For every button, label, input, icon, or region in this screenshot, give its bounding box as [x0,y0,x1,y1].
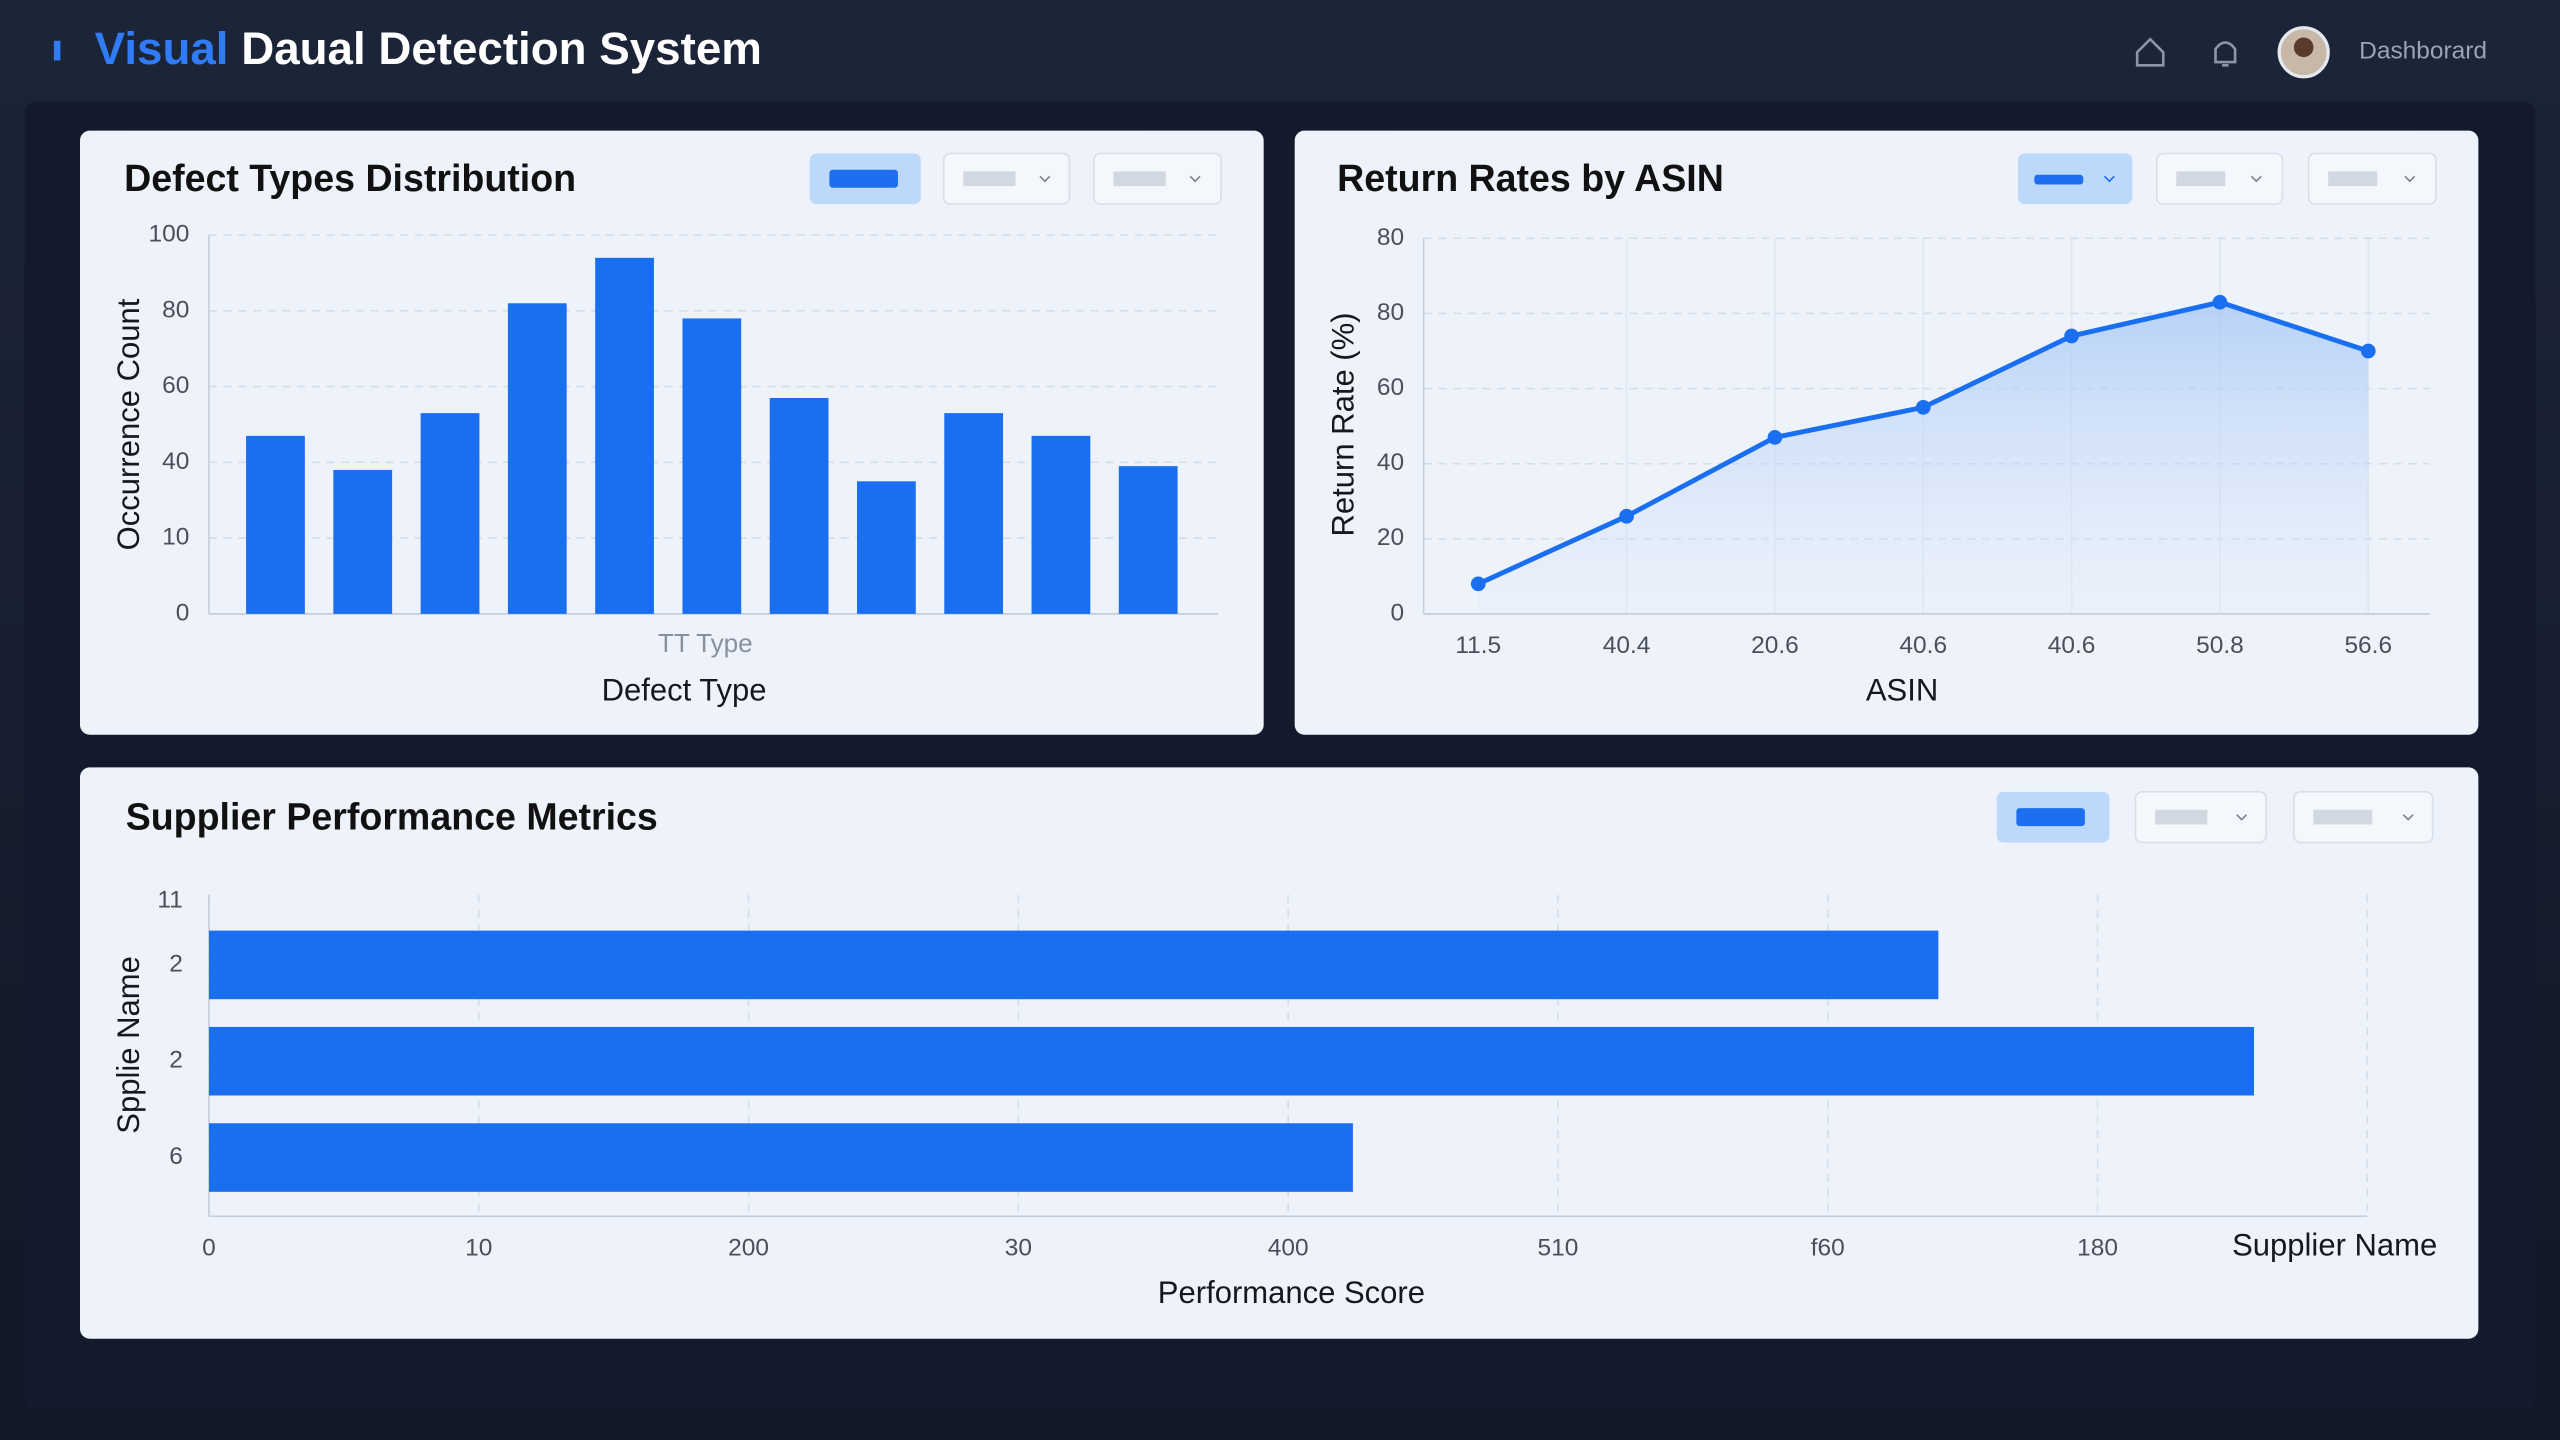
chevron [2103,175,2115,183]
y-tick-label: 100 [149,221,190,248]
x-tick-label: 20.6 [1751,632,1799,659]
y-tick-label: 0 [1390,599,1404,626]
x-tick-label: 400 [1268,1234,1309,1261]
x-tick-label: 0 [202,1234,216,1261]
dropdown-fill [2176,171,2226,187]
chevron [2404,175,2416,183]
chevron [1189,175,1201,183]
x-tick-label: 40.6 [2048,632,2096,659]
y-tick-label: 2 [169,1047,183,1074]
button-fill [2016,808,2085,827]
bar [208,1123,1353,1192]
home-icon[interactable] [2135,37,2165,67]
bar [333,469,393,614]
point [2064,328,2079,344]
point [1915,400,1931,415]
bar [682,318,742,614]
y-tick-label: 60 [1377,374,1404,401]
button-fill [829,169,898,188]
x-tick-label: 56.6 [2344,632,2392,659]
bar [246,435,305,614]
point [1470,576,1486,592]
chevron [2402,814,2414,821]
panel-title: Supplier Performance Metrics [126,796,658,838]
point [1619,508,1634,524]
y-axis-title: Spplie Name [111,956,146,1134]
x-axis-title: Performance Score [1158,1275,1425,1310]
x-annotation: Supplier Name [2232,1228,2437,1263]
point [2360,343,2376,359]
bar [1031,435,1091,614]
y-tick-label: 80 [162,296,189,323]
chevron [2236,814,2248,821]
bell-icon[interactable] [2214,41,2237,67]
bar [595,257,654,614]
x-tick-label: 200 [728,1234,769,1261]
controls [809,152,2437,844]
logo-mark [53,40,61,61]
dropdown-fill [2155,809,2208,825]
dropdown-fill [963,171,1016,187]
y-tick-label: 11 [157,887,182,914]
panel-title: Return Rates by ASIN [1337,157,1724,199]
panel-title: Defect Types Distribution [124,157,576,199]
x-tick-label: 30 [1005,1234,1032,1261]
bar [1118,466,1178,614]
x-axis-title: ASIN [1866,672,1938,707]
y-tick-label: 80 [1377,299,1404,326]
y-tick-label: 80 [1377,224,1404,251]
x-annotation: TT Type [658,628,753,658]
dropdown-fill [2313,809,2373,825]
avatar-face [2293,37,2314,58]
y-axis-title: Return Rate (%) [1325,312,1360,536]
y-tick-label: 20 [1377,524,1404,551]
x-tick-label: 11.5 [1455,632,1501,659]
y-tick-label: 40 [162,448,189,475]
x-tick-label: 510 [1538,1234,1579,1261]
y-tick-label: 40 [1377,449,1404,476]
chevron [1039,175,1051,183]
x-tick-label: 40.4 [1603,632,1651,659]
dropdown-fill [2328,171,2378,187]
x-tick-label: 50.8 [2196,632,2244,659]
y-tick-label: 60 [162,372,189,399]
bar [507,303,567,614]
x-tick-label: 40.6 [1899,632,1947,659]
dropdown-fill [1113,171,1166,187]
y-tick-label: 0 [176,599,190,626]
title-text: Daual Detection System [241,23,762,74]
y-tick-label: 6 [169,1143,183,1170]
title-accent: Visual [95,23,229,74]
area [1478,302,2369,614]
bar [856,481,916,614]
x-tick-label: 10 [465,1234,492,1261]
x-tick-label: f60 [1811,1234,1845,1261]
x-tick-label: 180 [2077,1234,2118,1261]
point [1767,430,1783,445]
bar [769,397,829,614]
x-axis-title: Defect Type [602,672,767,707]
point [2212,294,2228,310]
chevron [2250,175,2262,183]
y-tick-label: 2 [169,950,183,977]
bar [420,413,480,614]
y-axis-title: Occurrence Count [111,298,146,550]
user-label[interactable]: Dashborard [2359,38,2487,65]
app-title: Visual Daual Detection System [95,23,762,74]
button-fill [2034,174,2084,185]
bar [208,930,1939,1000]
bar [208,1026,2255,1096]
y-tick-label: 10 [162,524,189,551]
bar [944,413,1004,614]
